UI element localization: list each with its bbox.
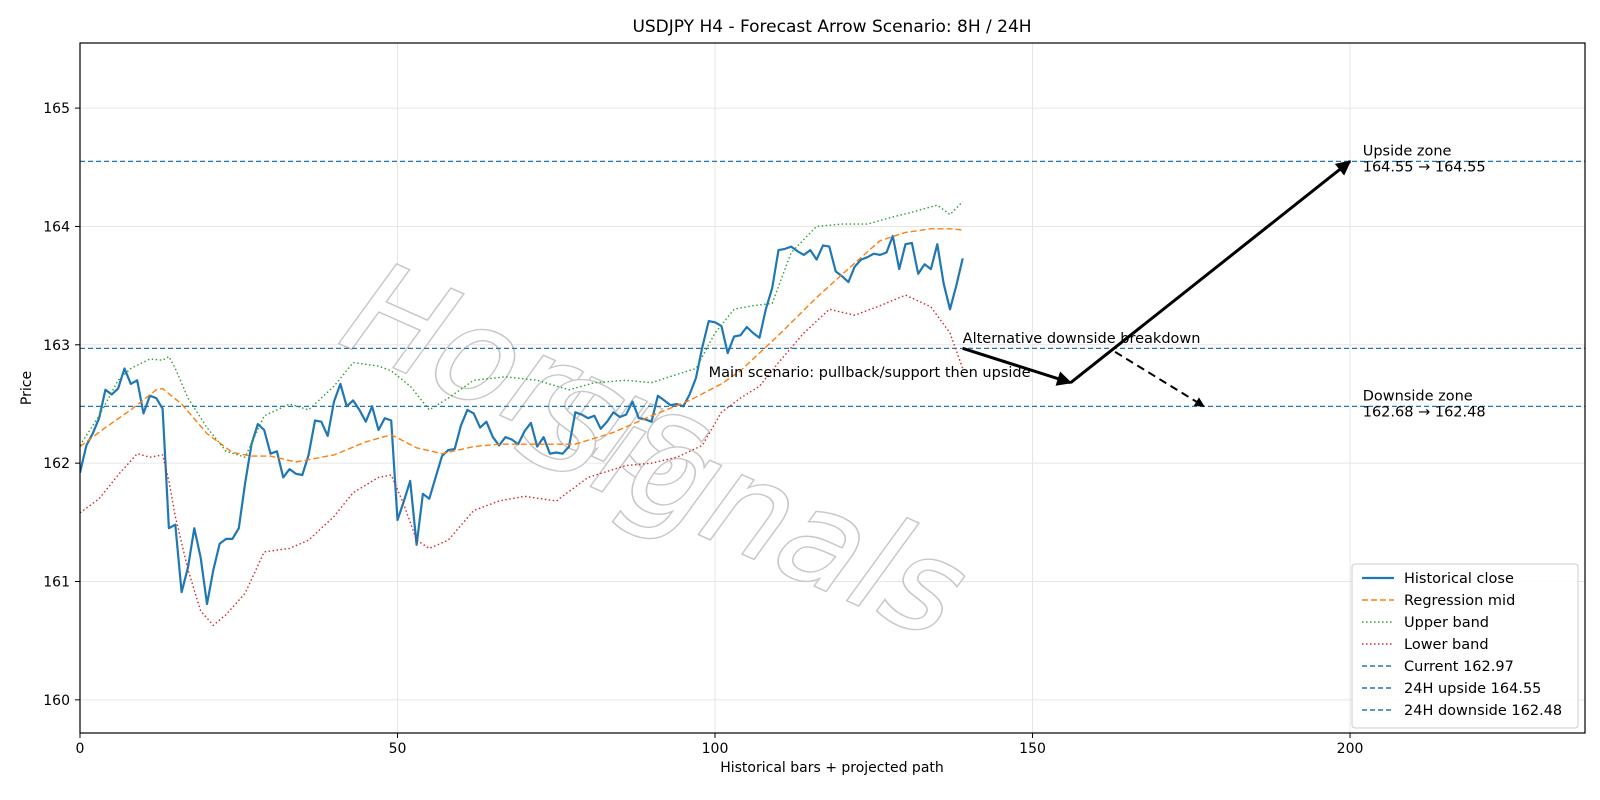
annotation-text: Upside zone xyxy=(1363,143,1452,159)
legend-label: Current 162.97 xyxy=(1404,659,1514,675)
chart-title: USDJPY H4 - Forecast Arrow Scenario: 8H … xyxy=(632,17,1031,37)
y-tick-label: 160 xyxy=(43,693,70,709)
x-tick-label: 50 xyxy=(389,741,407,757)
forecast-arrow xyxy=(1114,351,1205,408)
series-line xyxy=(80,201,964,458)
series-lines xyxy=(80,201,964,626)
x-tick-label: 0 xyxy=(76,741,85,757)
forecast-arrows xyxy=(962,160,1352,408)
annotation-text: 162.68 → 162.48 xyxy=(1363,404,1486,420)
x-tick-label: 200 xyxy=(1337,741,1364,757)
x-tick-label: 100 xyxy=(702,741,729,757)
series-line xyxy=(80,234,964,606)
series-line xyxy=(80,228,963,463)
y-tick-label: 163 xyxy=(43,338,70,354)
y-tick-label: 162 xyxy=(43,456,70,472)
x-axis-label: Historical bars + projected path xyxy=(720,760,944,776)
forecast-arrow xyxy=(1069,160,1352,384)
annotations: Alternative downside breakdown Main scena… xyxy=(709,143,1486,420)
y-tick-label: 164 xyxy=(43,219,70,235)
legend-label: Regression mid xyxy=(1404,593,1515,609)
reference-lines xyxy=(80,160,1585,407)
y-tick-label: 165 xyxy=(43,101,70,117)
legend-label: 24H upside 164.55 xyxy=(1404,681,1541,697)
annotation-text: 164.55 → 164.55 xyxy=(1363,159,1486,175)
legend-label: Historical close xyxy=(1404,571,1514,587)
legend-label: Lower band xyxy=(1404,637,1489,653)
forecast-arrow xyxy=(962,346,1073,386)
annotation-text: Alternative downside breakdown xyxy=(963,331,1201,347)
legend: Historical close Regression mid Upper band… xyxy=(1351,563,1579,729)
legend-box xyxy=(1351,563,1579,729)
y-tick-label: 161 xyxy=(43,575,70,591)
legend-label: 24H downside 162.48 xyxy=(1404,703,1562,719)
x-axis-ticks: 0 50 100 150 200 xyxy=(76,733,1364,757)
legend-label: Upper band xyxy=(1404,615,1489,631)
y-axis-ticks: 160 161 162 163 164 165 xyxy=(43,101,80,709)
annotation-text: Main scenario: pullback/support then ups… xyxy=(709,365,1031,381)
x-tick-label: 150 xyxy=(1019,741,1046,757)
plot-frame xyxy=(79,42,1586,734)
grid xyxy=(80,43,1585,733)
annotation-text: Downside zone xyxy=(1363,388,1473,404)
y-axis-label: Price xyxy=(19,371,35,405)
